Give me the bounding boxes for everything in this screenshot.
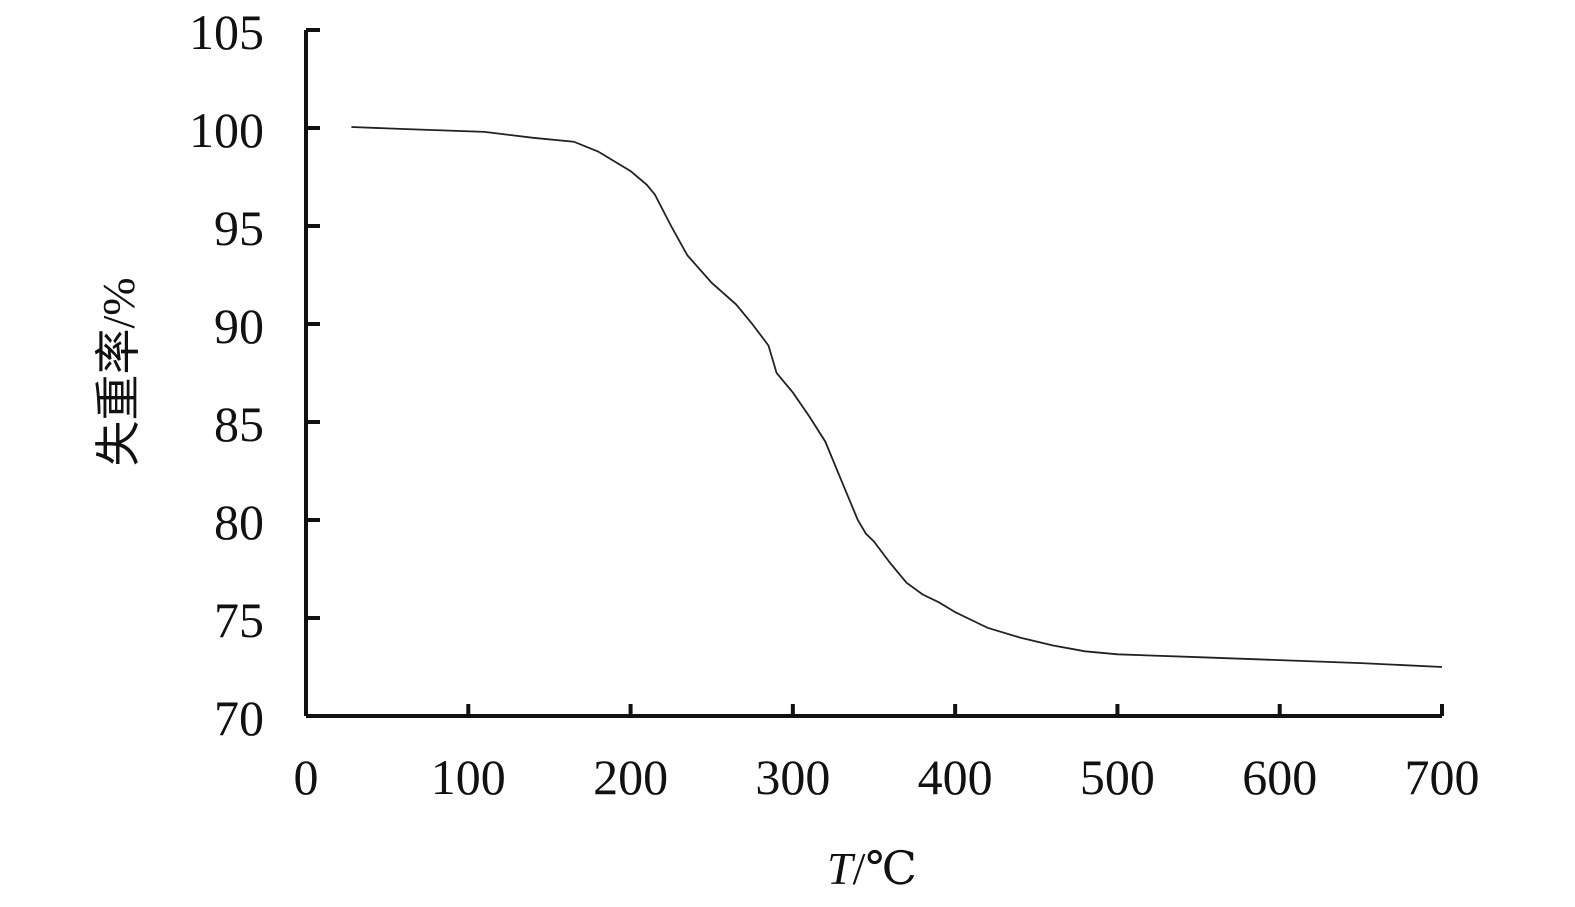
x-tick-label: 0 — [294, 749, 319, 805]
x-tick-label: 300 — [755, 749, 830, 805]
y-tick-label: 100 — [189, 102, 264, 158]
y-tick-label: 80 — [214, 494, 264, 550]
x-axis-label-var: T — [827, 843, 856, 894]
y-tick-label: 70 — [214, 690, 264, 746]
x-tick-label: 700 — [1405, 749, 1480, 805]
x-tick-label: 600 — [1242, 749, 1317, 805]
y-tick-label: 90 — [214, 298, 264, 354]
x-axis-ticks: 0 100 200 300 400 500 600 700 — [294, 704, 1480, 805]
y-axis-label: 失重率/% — [93, 277, 144, 466]
y-tick-label: 105 — [189, 4, 264, 60]
y-tick-label: 95 — [214, 200, 264, 256]
x-axis-label: T/℃ — [827, 843, 917, 894]
x-tick-label: 400 — [918, 749, 993, 805]
x-axis-label-unit: /℃ — [853, 843, 917, 894]
axes — [304, 30, 1442, 718]
y-tick-label: 85 — [214, 396, 264, 452]
series-line — [351, 126, 1443, 668]
x-tick-label: 100 — [431, 749, 506, 805]
y-tick-label: 75 — [214, 592, 264, 648]
series-group — [351, 126, 1443, 668]
y-axis-ticks: 70 75 80 85 90 95 100 105 — [189, 4, 320, 746]
x-tick-label: 500 — [1080, 749, 1155, 805]
x-tick-label: 200 — [593, 749, 668, 805]
